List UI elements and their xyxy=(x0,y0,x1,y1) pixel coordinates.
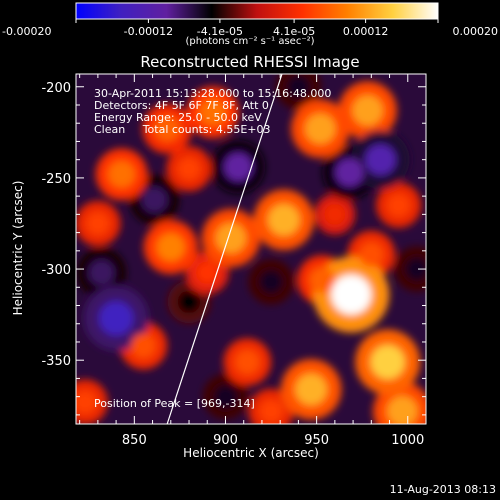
colorbar-unit-label: (photons cm⁻² s⁻¹ asec⁻²) xyxy=(185,36,315,47)
heatmap-blob xyxy=(235,349,260,375)
chart-title: Reconstructed RHESSI Image xyxy=(140,53,360,71)
heatmap-blob xyxy=(156,233,185,262)
heatmap-blob xyxy=(108,160,135,188)
footer-timestamp: 11-Aug-2013 08:13 xyxy=(389,483,496,496)
heatmap-blob xyxy=(224,152,253,181)
heatmap-blob xyxy=(196,261,219,284)
annotation-peak-position: Position of Peak = [969,-314] xyxy=(94,397,255,410)
axis-ticks: 850 900 950 1000 -200 -250 -300 -350 xyxy=(41,74,427,448)
annotation-detectors: Detectors: 4F 5F 6F 7F 8F, Att 0 xyxy=(94,99,269,112)
heatmap-blob xyxy=(268,204,300,236)
annotation-clean-counts: Clean Total counts: 4.55E+03 xyxy=(94,123,271,136)
limb-line xyxy=(166,74,283,424)
colorbar-tick-label: 0.00012 xyxy=(343,25,389,38)
heatmap-blob xyxy=(335,158,364,187)
heatmap-blob xyxy=(154,115,180,142)
heatmap-blob xyxy=(352,95,383,126)
x-axis-label: Heliocentric X (arcsec) xyxy=(183,446,319,460)
colorbar-tick-label: 4.1e-05 xyxy=(273,25,315,38)
heatmap-blob xyxy=(405,257,426,281)
colorbar-tick-label: -4.1e-05 xyxy=(197,25,243,38)
heatmap-blob xyxy=(387,193,411,217)
x-tick-label: 950 xyxy=(304,433,329,448)
colorbar-tick-label: 0.00020 xyxy=(453,25,499,38)
heatmap-blob xyxy=(177,157,201,181)
heatmap-blob xyxy=(76,390,97,414)
x-tick-label: 850 xyxy=(122,433,147,448)
heatmap-blob xyxy=(86,211,110,236)
heatmap-blob xyxy=(199,98,227,126)
y-tick-label: -250 xyxy=(41,172,71,187)
y-tick-label: -300 xyxy=(41,263,71,278)
colorbar: -0.00020 -0.00012 -4.1e-05 4.1e-05 0.00012 0.… xyxy=(2,2,498,38)
heatmap-blob xyxy=(359,242,384,267)
colorbar-tick-label: -0.00012 xyxy=(124,25,173,38)
heatmap-blob xyxy=(259,270,283,294)
colorbar-gradient xyxy=(75,2,439,20)
heatmap-blob xyxy=(131,333,156,358)
annotation-energy-range: Energy Range: 25.0 - 50.0 keV xyxy=(94,111,262,124)
heatmap xyxy=(76,74,426,424)
heatmap-blob xyxy=(141,186,168,213)
heatmap-blob xyxy=(178,290,201,313)
heatmap-blob xyxy=(387,396,418,424)
heatmap-blob xyxy=(309,267,335,293)
y-tick-label: -350 xyxy=(41,354,71,369)
heatmap-blob xyxy=(370,345,405,380)
y-axis-label: Heliocentric Y (arcsec) xyxy=(11,180,25,316)
heatmap-blob xyxy=(324,203,346,225)
plot-frame xyxy=(75,73,427,425)
heatmap-blob xyxy=(215,222,247,254)
x-tick-label: 1000 xyxy=(391,433,424,448)
annotation-time-range: 30-Apr-2011 15:13:28.000 to 15:16:48.000 xyxy=(94,87,332,100)
heatmap-blob xyxy=(213,385,238,409)
heatmap-blob xyxy=(88,259,115,286)
heatmap-blob xyxy=(286,75,310,99)
heatmap-blob xyxy=(365,144,396,175)
colorbar-ticks: -0.00020 -0.00012 -4.1e-05 4.1e-05 0.00012 0.… xyxy=(2,19,498,38)
colorbar-tick-label: -0.00020 xyxy=(2,25,51,38)
heatmap-blob xyxy=(331,274,372,315)
x-tick-label: 900 xyxy=(213,433,238,448)
heatmap-blob xyxy=(305,113,336,144)
heatmap-blob xyxy=(259,399,283,423)
y-tick-label: -200 xyxy=(41,81,71,96)
heatmap-blob xyxy=(295,373,327,406)
heatmap-blob xyxy=(99,301,134,336)
